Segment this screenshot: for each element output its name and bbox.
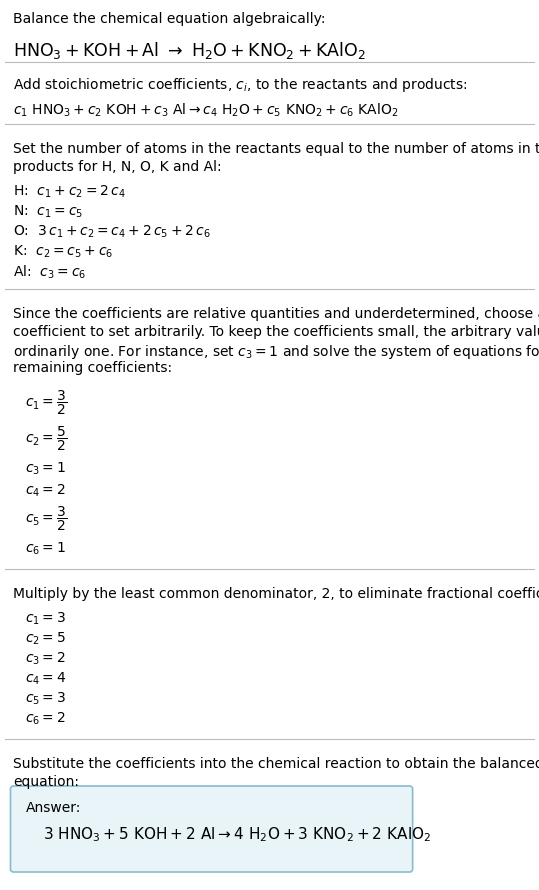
Text: Since the coefficients are relative quantities and underdetermined, choose a: Since the coefficients are relative quan… bbox=[13, 307, 539, 321]
Text: $\mathregular{K}$:  $c_2 = c_5 + c_6$: $\mathregular{K}$: $c_2 = c_5 + c_6$ bbox=[13, 244, 114, 261]
Text: $c_1 = \dfrac{3}{2}$: $c_1 = \dfrac{3}{2}$ bbox=[25, 389, 67, 417]
Text: $c_6 = 1$: $c_6 = 1$ bbox=[25, 541, 66, 557]
Text: $c_5 = 3$: $c_5 = 3$ bbox=[25, 691, 66, 708]
Text: $c_1\ \mathregular{HNO_3} + c_2\ \mathregular{KOH} + c_3\ \mathregular{Al} \righ: $c_1\ \mathregular{HNO_3} + c_2\ \mathre… bbox=[13, 102, 399, 119]
Text: ordinarily one. For instance, set $c_3 = 1$ and solve the system of equations fo: ordinarily one. For instance, set $c_3 =… bbox=[13, 343, 539, 361]
Text: $c_3 = 1$: $c_3 = 1$ bbox=[25, 461, 66, 477]
Text: $c_4 = 4$: $c_4 = 4$ bbox=[25, 671, 67, 687]
Text: $c_6 = 2$: $c_6 = 2$ bbox=[25, 711, 66, 727]
Text: $c_2 = 5$: $c_2 = 5$ bbox=[25, 631, 66, 647]
Text: $c_4 = 2$: $c_4 = 2$ bbox=[25, 483, 66, 499]
Text: $c_2 = \dfrac{5}{2}$: $c_2 = \dfrac{5}{2}$ bbox=[25, 425, 67, 453]
Text: $\mathregular{H}$:  $c_1 + c_2 = 2\,c_4$: $\mathregular{H}$: $c_1 + c_2 = 2\,c_4$ bbox=[13, 184, 126, 200]
Text: $\mathregular{O}$:  $3\,c_1 + c_2 = c_4 + 2\,c_5 + 2\,c_6$: $\mathregular{O}$: $3\,c_1 + c_2 = c_4 +… bbox=[13, 224, 211, 240]
Text: $3\ \mathregular{HNO_3} + 5\ \mathregular{KOH} + 2\ \mathregular{Al} \rightarrow: $3\ \mathregular{HNO_3} + 5\ \mathregula… bbox=[44, 825, 432, 844]
Text: $\mathregular{Al}$:  $c_3 = c_6$: $\mathregular{Al}$: $c_3 = c_6$ bbox=[13, 264, 87, 281]
Text: equation:: equation: bbox=[13, 775, 79, 789]
FancyBboxPatch shape bbox=[10, 786, 413, 872]
Text: Set the number of atoms in the reactants equal to the number of atoms in the: Set the number of atoms in the reactants… bbox=[13, 142, 539, 156]
Text: Add stoichiometric coefficients, $c_i$, to the reactants and products:: Add stoichiometric coefficients, $c_i$, … bbox=[13, 76, 468, 94]
Text: coefficient to set arbitrarily. To keep the coefficients small, the arbitrary va: coefficient to set arbitrarily. To keep … bbox=[13, 325, 539, 339]
Text: $\mathregular{HNO_3 + KOH + Al \ \rightarrow \ H_2O + KNO_2 + KAlO_2}$: $\mathregular{HNO_3 + KOH + Al \ \righta… bbox=[13, 40, 367, 61]
Text: Substitute the coefficients into the chemical reaction to obtain the balanced: Substitute the coefficients into the che… bbox=[13, 757, 539, 771]
Text: $c_5 = \dfrac{3}{2}$: $c_5 = \dfrac{3}{2}$ bbox=[25, 505, 67, 533]
Text: Answer:: Answer: bbox=[25, 801, 81, 815]
Text: Multiply by the least common denominator, 2, to eliminate fractional coefficient: Multiply by the least common denominator… bbox=[13, 587, 539, 601]
Text: products for H, N, O, K and Al:: products for H, N, O, K and Al: bbox=[13, 160, 222, 174]
Text: remaining coefficients:: remaining coefficients: bbox=[13, 361, 172, 375]
Text: Balance the chemical equation algebraically:: Balance the chemical equation algebraica… bbox=[13, 12, 326, 26]
Text: $c_3 = 2$: $c_3 = 2$ bbox=[25, 651, 66, 668]
Text: $c_1 = 3$: $c_1 = 3$ bbox=[25, 611, 66, 627]
Text: $\mathregular{N}$:  $c_1 = c_5$: $\mathregular{N}$: $c_1 = c_5$ bbox=[13, 204, 84, 221]
